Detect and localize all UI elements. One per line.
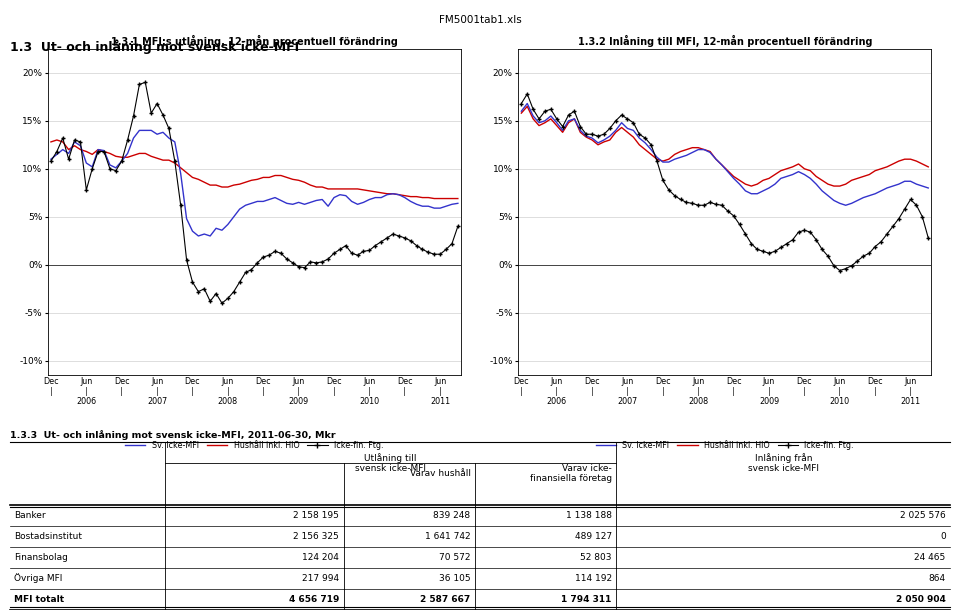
Text: 24 465: 24 465 bbox=[915, 553, 946, 562]
Text: 2 025 576: 2 025 576 bbox=[900, 511, 946, 520]
Text: 1 138 188: 1 138 188 bbox=[565, 511, 612, 520]
Text: 1.3.3  Ut- och inlåning mot svensk icke-MFI, 2011-06-30, Mkr: 1.3.3 Ut- och inlåning mot svensk icke-M… bbox=[10, 430, 335, 440]
Text: 1 641 742: 1 641 742 bbox=[425, 532, 470, 541]
Text: Varav icke-
finansiella företag: Varav icke- finansiella företag bbox=[530, 464, 612, 483]
Text: 2 156 325: 2 156 325 bbox=[293, 532, 339, 541]
Text: Varav hushåll: Varav hushåll bbox=[410, 469, 471, 478]
Text: Finansbolag: Finansbolag bbox=[14, 553, 68, 562]
Text: Utlåning till
svensk icke-MFI: Utlåning till svensk icke-MFI bbox=[355, 453, 426, 473]
Text: 864: 864 bbox=[928, 574, 946, 583]
Legend: Sv. Icke-MFI, Hushåll inkl. HIO, Icke-fin. Ftg.: Sv. Icke-MFI, Hushåll inkl. HIO, Icke-fi… bbox=[592, 438, 857, 453]
Text: 124 204: 124 204 bbox=[302, 553, 339, 562]
Legend: Sv. Icke-MFI, Hushåll inkl. HIO, Icke-fin. Ftg.: Sv. Icke-MFI, Hushåll inkl. HIO, Icke-fi… bbox=[122, 438, 387, 453]
Text: MFI totalt: MFI totalt bbox=[14, 595, 64, 604]
Text: 36 105: 36 105 bbox=[439, 574, 470, 583]
Text: Övriga MFI: Övriga MFI bbox=[14, 573, 62, 584]
Text: 52 803: 52 803 bbox=[580, 553, 612, 562]
Title: 1.3.2 Inlåning till MFI, 12-mån procentuell förändring: 1.3.2 Inlåning till MFI, 12-mån procentu… bbox=[578, 35, 872, 46]
Text: 2 158 195: 2 158 195 bbox=[293, 511, 339, 520]
Text: 4 656 719: 4 656 719 bbox=[289, 595, 339, 604]
Text: Bostadsinstitut: Bostadsinstitut bbox=[14, 532, 83, 541]
Text: 114 192: 114 192 bbox=[575, 574, 612, 583]
Text: Banker: Banker bbox=[14, 511, 46, 520]
Text: 1.3  Ut- och inlåning mot svensk icke-MFI: 1.3 Ut- och inlåning mot svensk icke-MFI bbox=[10, 40, 299, 54]
Text: 1 794 311: 1 794 311 bbox=[562, 595, 612, 604]
Text: 0: 0 bbox=[940, 532, 946, 541]
Text: 839 248: 839 248 bbox=[434, 511, 470, 520]
Text: 2 050 904: 2 050 904 bbox=[896, 595, 946, 604]
Text: 217 994: 217 994 bbox=[301, 574, 339, 583]
Text: FM5001tab1.xls: FM5001tab1.xls bbox=[439, 15, 521, 25]
Text: 489 127: 489 127 bbox=[575, 532, 612, 541]
Text: Inlåning från
svensk icke-MFI: Inlåning från svensk icke-MFI bbox=[748, 453, 819, 473]
Title: 1.3.1 MFI:s utlåning, 12-mån procentuell förändring: 1.3.1 MFI:s utlåning, 12-mån procentuell… bbox=[111, 35, 397, 46]
Text: 70 572: 70 572 bbox=[439, 553, 470, 562]
Text: 2 587 667: 2 587 667 bbox=[420, 595, 470, 604]
